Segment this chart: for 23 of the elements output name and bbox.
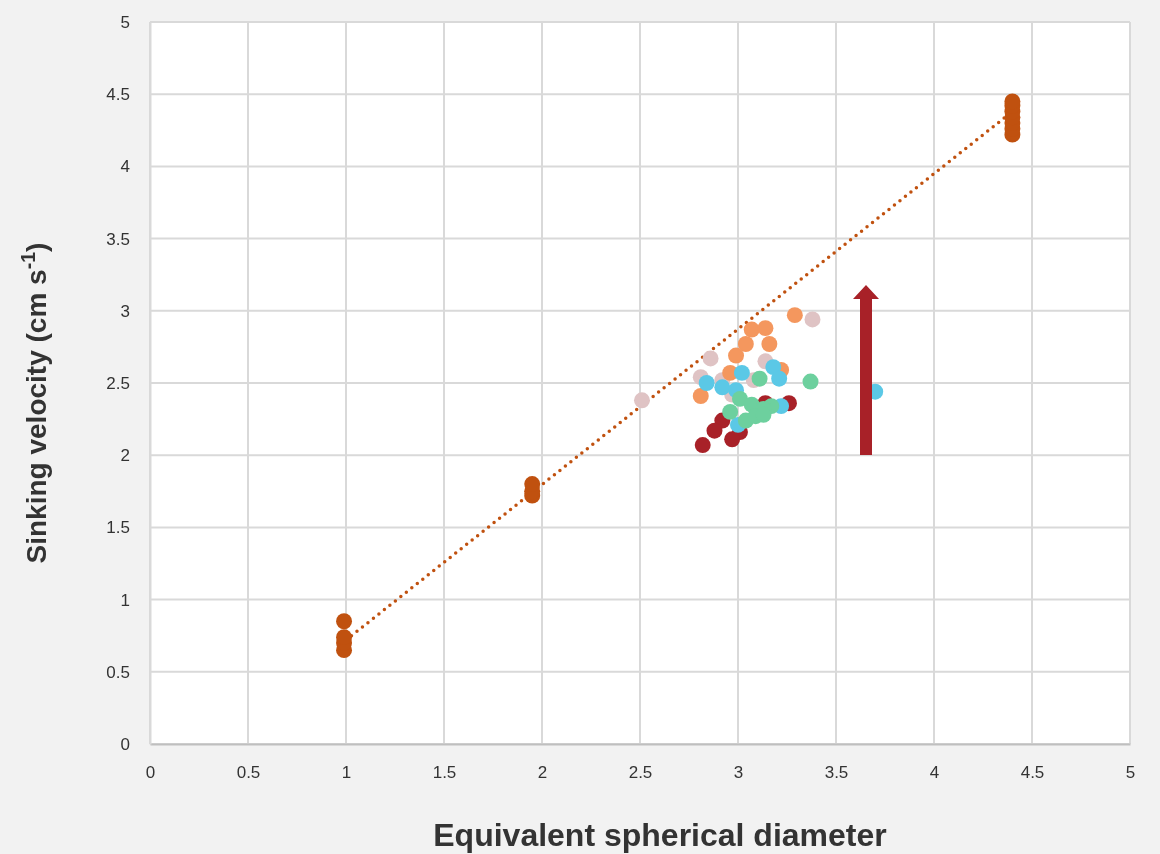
x-tick-label: 2.5 [628,763,653,783]
x-tick-label: 4.5 [1020,763,1045,783]
y-tick-label: 2 [120,446,130,466]
x-tick-label: 2 [537,763,548,783]
x-tick-label: 3.5 [824,763,849,783]
y-tick-label: 5 [120,12,130,32]
x-tick-label: 0 [145,763,156,783]
y-tick-label: 4 [120,157,130,177]
x-tick-label: 3 [733,763,744,783]
x-axis-title: Equivalent spherical diameter [433,817,887,853]
y-tick-label: 4.5 [106,85,130,105]
x-tick-label: 5 [1125,763,1136,783]
x-tick-label: 0.5 [236,763,261,783]
y-tick-label: 0 [120,734,130,754]
y-tick-label: 1.5 [106,518,130,538]
y-tick-label: 1 [120,590,130,610]
y-tick-label: 2.5 [106,373,130,393]
y-tick-label: 0.5 [106,662,130,682]
y-tick-label: 3.5 [106,229,130,249]
x-tick-label: 1 [341,763,352,783]
x-tick-label: 1.5 [432,763,457,783]
x-tick-label: 4 [929,763,940,783]
y-tick-label: 3 [120,301,130,321]
